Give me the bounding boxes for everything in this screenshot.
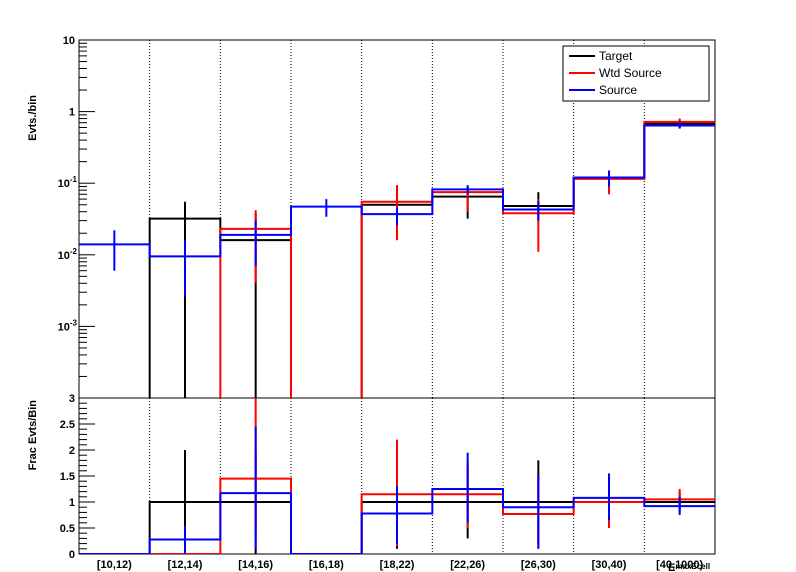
x-tick-label: [22,26) [450,559,485,571]
bottom-y-tick-label: 3 [69,393,75,405]
bottom-y-tick-label: 1 [69,497,75,509]
x-tick-label: [30,40) [592,559,627,571]
bottom-y-tick-label: 0.5 [60,523,75,535]
top-y-tick-label: 10-2 [58,247,78,262]
x-tick-label: [40,1000) [656,559,703,571]
x-tick-label: [18,22) [380,559,415,571]
bottom-group [79,398,715,554]
x-tick-label: [16,18) [309,559,344,571]
top-y-tick-label: 10-3 [58,318,78,333]
legend-label: Source [599,83,637,97]
top-series-line [219,120,715,398]
x-tick-label: [10,12) [97,559,132,571]
bottom-y-axis-title: Frac Evts/Bin [27,400,39,471]
bottom-y-tick-label: 0 [69,549,75,561]
bottom-y-tick-label: 2.5 [60,419,75,431]
top-y-tick-label: 1 [69,107,75,119]
top-series-line [148,122,715,398]
x-tick-label: [26,30) [521,559,556,571]
legend-label: Target [599,49,633,63]
top-group [79,118,715,398]
top-y-tick-label: 10 [63,35,75,47]
bottom-y-tick-label: 2 [69,445,75,457]
x-tick-label: [14,16) [238,559,273,571]
bottom-y-tick-label: 1.5 [60,471,75,483]
x-tick-label: [12,14) [168,559,203,571]
top-y-axis-title: Evts./bin [27,95,39,141]
x-axis-title: EmaxEcell [668,562,710,572]
legend-label: Wtd Source [599,66,662,80]
top-y-tick-label: 10-1 [58,175,78,190]
